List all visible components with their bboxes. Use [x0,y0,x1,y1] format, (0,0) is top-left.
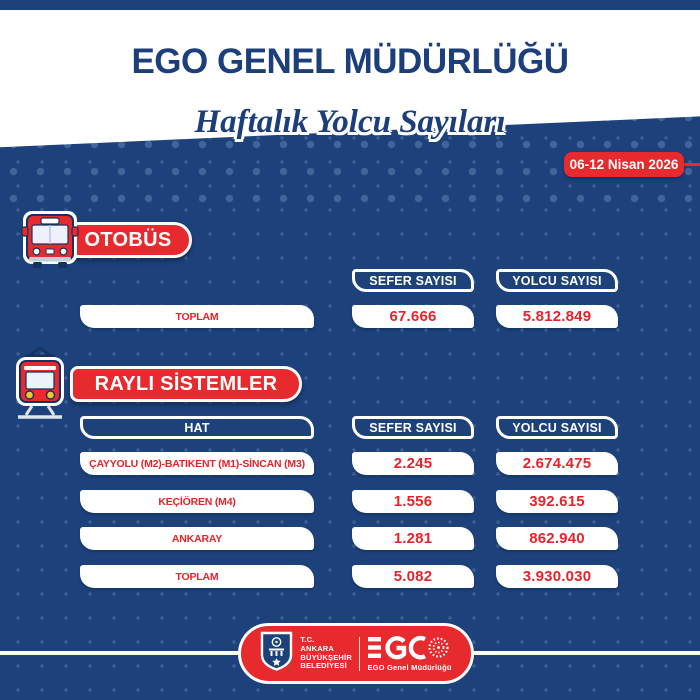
rail-row-sefer-value: 1.281 [352,527,474,550]
date-badge-line [680,163,700,166]
bus-header-sefer: SEFER SAYISI [352,269,474,292]
municipality-line: ANKARA [300,643,335,653]
page-title: EGO GENEL MÜDÜRLÜĞÜ [131,42,569,81]
rail-header-yolcu: YOLCU SAYISI [496,416,618,439]
logo-divider [358,636,361,671]
rail-row-sefer-value: 5.082 [352,565,474,588]
rail-row-yolcu-value: 3.930.030 [496,565,618,588]
rail-header-sefer: SEFER SAYISI [352,416,474,439]
bus-row-sefer-value: 67.666 [352,305,474,328]
municipality-line: BELEDİYESİ [300,661,347,671]
rail-row-sefer-value: 1.556 [352,490,474,513]
bus-row-yolcu-value: 5.812.849 [496,305,618,328]
ego-logotype-icon [368,635,450,660]
rail-row-yolcu-value: 392.615 [496,490,618,513]
date-badge: 06-12 Nisan 2026 [564,152,684,177]
bus-row-label: TOPLAM [80,305,314,328]
municipality-line: BÜYÜKŞEHİR [300,652,352,662]
bus-section-banner: OTOBÜS [64,222,192,258]
rail-row-label: ÇAYYOLU (M2)-BATIKENT (M1)-SİNCAN (M3) [80,452,314,475]
rail-row-label: ANKARAY [80,527,314,550]
rail-row-yolcu-value: 862.940 [496,527,618,550]
ego-caption: EGO Genel Müdürlüğü [367,663,452,672]
municipality-line: T.C. [300,635,315,645]
rail-row-yolcu-value: 2.674.475 [496,452,618,475]
rail-row-label: KEÇİÖREN (M4) [80,490,314,513]
page-subtitle: Haftalık Yolcu Sayıları [194,104,506,140]
rail-header-hat: HAT [80,416,314,439]
tram-icon [12,345,68,426]
ego-logo: EGO Genel Müdürlüğü [367,635,451,672]
bus-icon [20,210,80,277]
ankara-crest-icon [260,631,293,676]
municipality-name: T.C. ANKARA BÜYÜKŞEHİR BELEDİYESİ [300,636,352,670]
rail-section-banner: RAYLI SİSTEMLER [70,366,302,402]
rail-row-sefer-value: 2.245 [352,452,474,475]
bus-header-yolcu: YOLCU SAYISI [496,269,618,292]
footer-logo-pill: T.C. ANKARA BÜYÜKŞEHİR BELEDİYESİ EGO Ge… [238,623,474,684]
rail-row-label: TOPLAM [80,565,314,588]
